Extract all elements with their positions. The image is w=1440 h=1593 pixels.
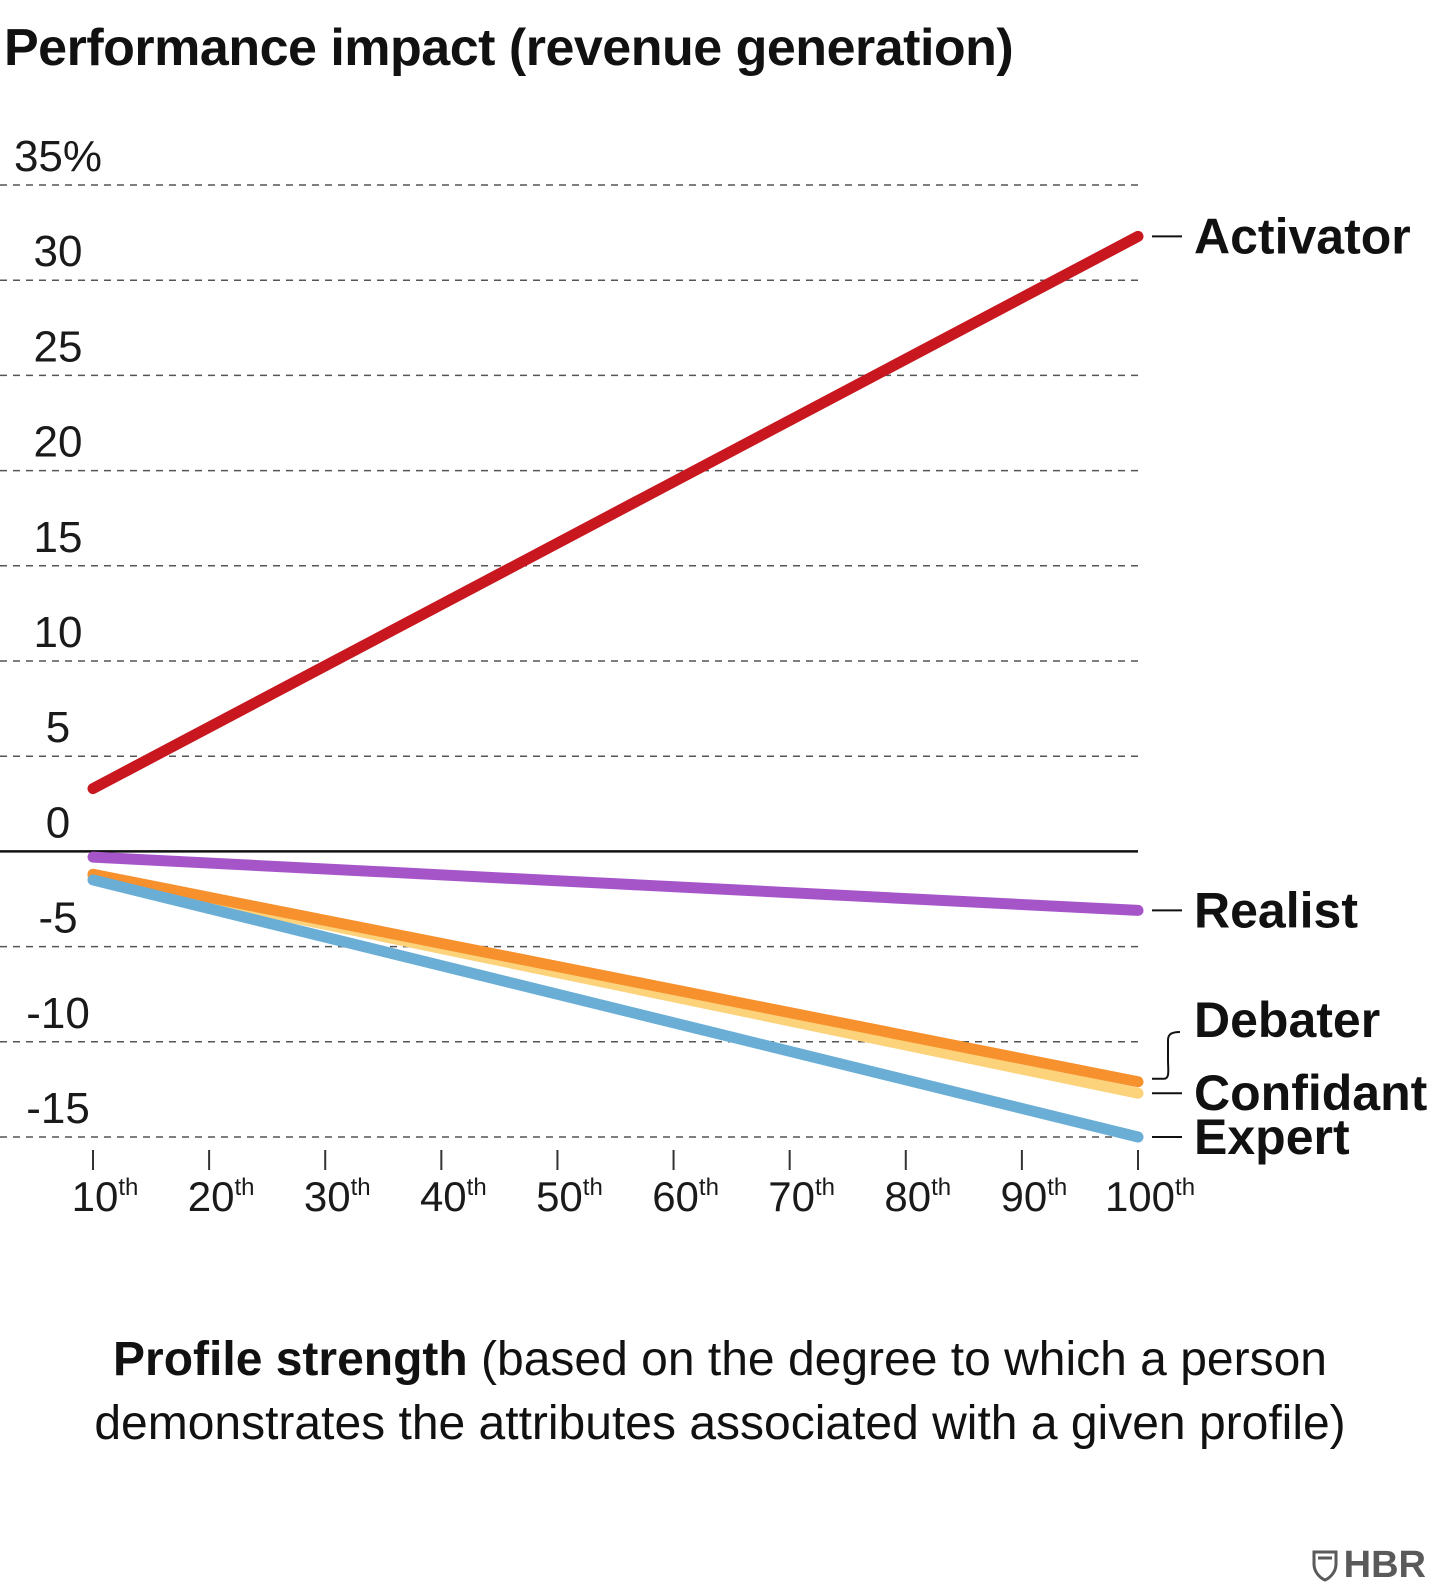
series-labels: Activator Realist Confidant Debater Expert [1152, 208, 1428, 1165]
x-tick-label: 50th [536, 1173, 603, 1220]
x-tick-label: 90th [1001, 1173, 1068, 1220]
y-tick-label: -15 [26, 1084, 90, 1133]
x-tick-label: 30th [304, 1173, 371, 1220]
y-tick-label: 0 [46, 798, 70, 847]
y-tick-label: 35% [14, 132, 102, 181]
y-tick-label: 20 [34, 418, 83, 467]
y-tick-label: -10 [26, 989, 90, 1038]
x-tick-label: 70th [768, 1173, 835, 1220]
series-label-debater: Debater [1194, 992, 1380, 1048]
series-label-expert: Expert [1194, 1109, 1350, 1165]
x-tick-label: 10th [72, 1173, 139, 1220]
x-tick-label: 80th [884, 1173, 951, 1220]
chart-title: Performance impact (revenue generation) [4, 19, 1014, 77]
y-tick-label: 5 [46, 703, 70, 752]
x-tick-label: 20th [188, 1173, 255, 1220]
y-tick-label: 15 [34, 513, 83, 562]
brand-label: HBR [1343, 1544, 1426, 1586]
series-line-expert [87, 874, 1144, 1143]
x-axis-caption-bold: Profile strength [113, 1333, 468, 1386]
y-tick-label: 25 [34, 322, 83, 371]
series-line-realist [87, 851, 1144, 916]
y-tick-label: 30 [34, 227, 83, 276]
series-label-confidant: Confidant [1194, 1065, 1428, 1121]
series-label-activator: Activator [1194, 208, 1411, 264]
y-tick-label: -5 [38, 894, 77, 943]
y-tick-label: 10 [34, 608, 83, 657]
gridlines [0, 184, 1138, 1138]
x-axis-ticks: 10th 20th 30th 40th 50th 60th 70th 80th 90th 100t… [72, 1150, 1195, 1220]
series-line-activator [87, 230, 1144, 795]
brand-logo: HBR [1312, 1544, 1426, 1587]
x-tick-label: 60th [652, 1173, 719, 1220]
series-line-debater [87, 868, 1144, 1088]
series-lines [87, 230, 1144, 1143]
shield-icon [1312, 1550, 1338, 1582]
x-axis-caption: Profile strength (based on the degree to… [0, 1328, 1440, 1456]
x-axis-caption-line2: demonstrates the attributes associated w… [94, 1397, 1346, 1450]
x-tick-label: 100th [1105, 1173, 1195, 1220]
y-axis-ticks: 35% 30 25 20 15 10 5 0 -5 -10 -15 [14, 132, 102, 1133]
x-tick-label: 40th [420, 1173, 487, 1220]
series-label-realist: Realist [1194, 882, 1358, 938]
x-axis-caption-line1: (based on the degree to which a person [467, 1333, 1327, 1386]
leader-debater [1152, 1031, 1181, 1080]
